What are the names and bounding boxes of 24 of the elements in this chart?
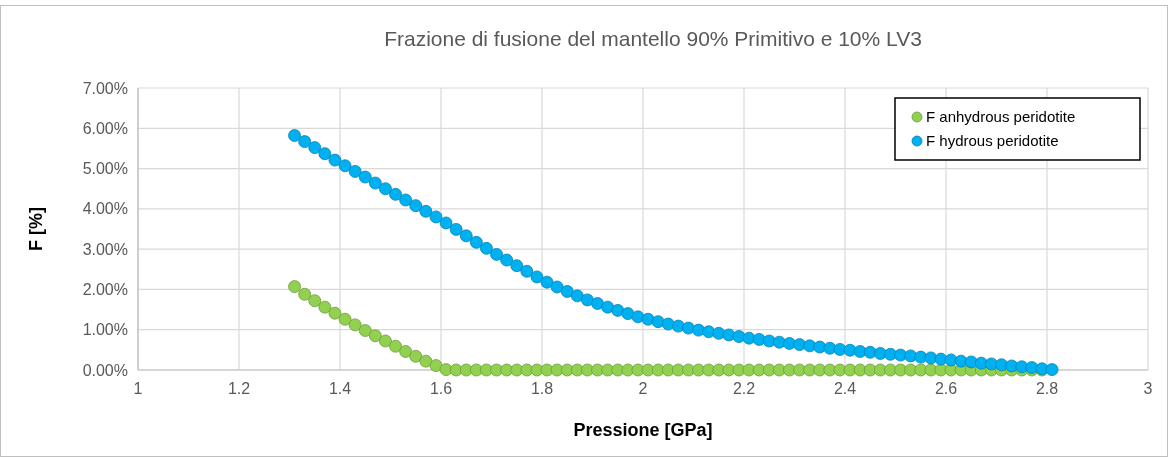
y-tick-label: 1.00% [82, 321, 128, 339]
x-tick-label: 2 [638, 380, 648, 397]
y-tick-label: 2.00% [82, 281, 128, 299]
x-tick-label: 3 [1143, 380, 1153, 397]
y-tick-label: 0.00% [82, 361, 128, 379]
x-tick-label: 2.8 [1035, 380, 1059, 397]
legend-label: F hydrous peridotite [926, 132, 1059, 150]
x-tick-label: 1.8 [530, 380, 554, 397]
y-tick-label: 6.00% [82, 119, 128, 137]
y-tick-label: 4.00% [82, 200, 128, 218]
x-tick-label: 2.4 [833, 380, 857, 397]
x-axis-title: Pressione [GPa] [573, 420, 713, 440]
legend-label: F anhydrous peridotite [926, 108, 1076, 126]
chart-title: Frazione di fusione del mantello 90% Primitivo e 10% LV3 [384, 27, 922, 50]
x-tick-label: 1.6 [429, 380, 453, 397]
x-tick-label: 1 [133, 380, 143, 397]
y-axis-title: F [%] [26, 207, 46, 251]
y-tick-label: 7.00% [82, 79, 128, 97]
x-tick-label: 1.4 [328, 380, 352, 397]
x-tick-label: 2.6 [934, 380, 958, 397]
y-tick-label: 3.00% [82, 240, 128, 258]
y-tick-label: 5.00% [82, 160, 128, 178]
x-tick-label: 1.2 [227, 380, 251, 397]
x-tick-label: 2.2 [732, 380, 756, 397]
